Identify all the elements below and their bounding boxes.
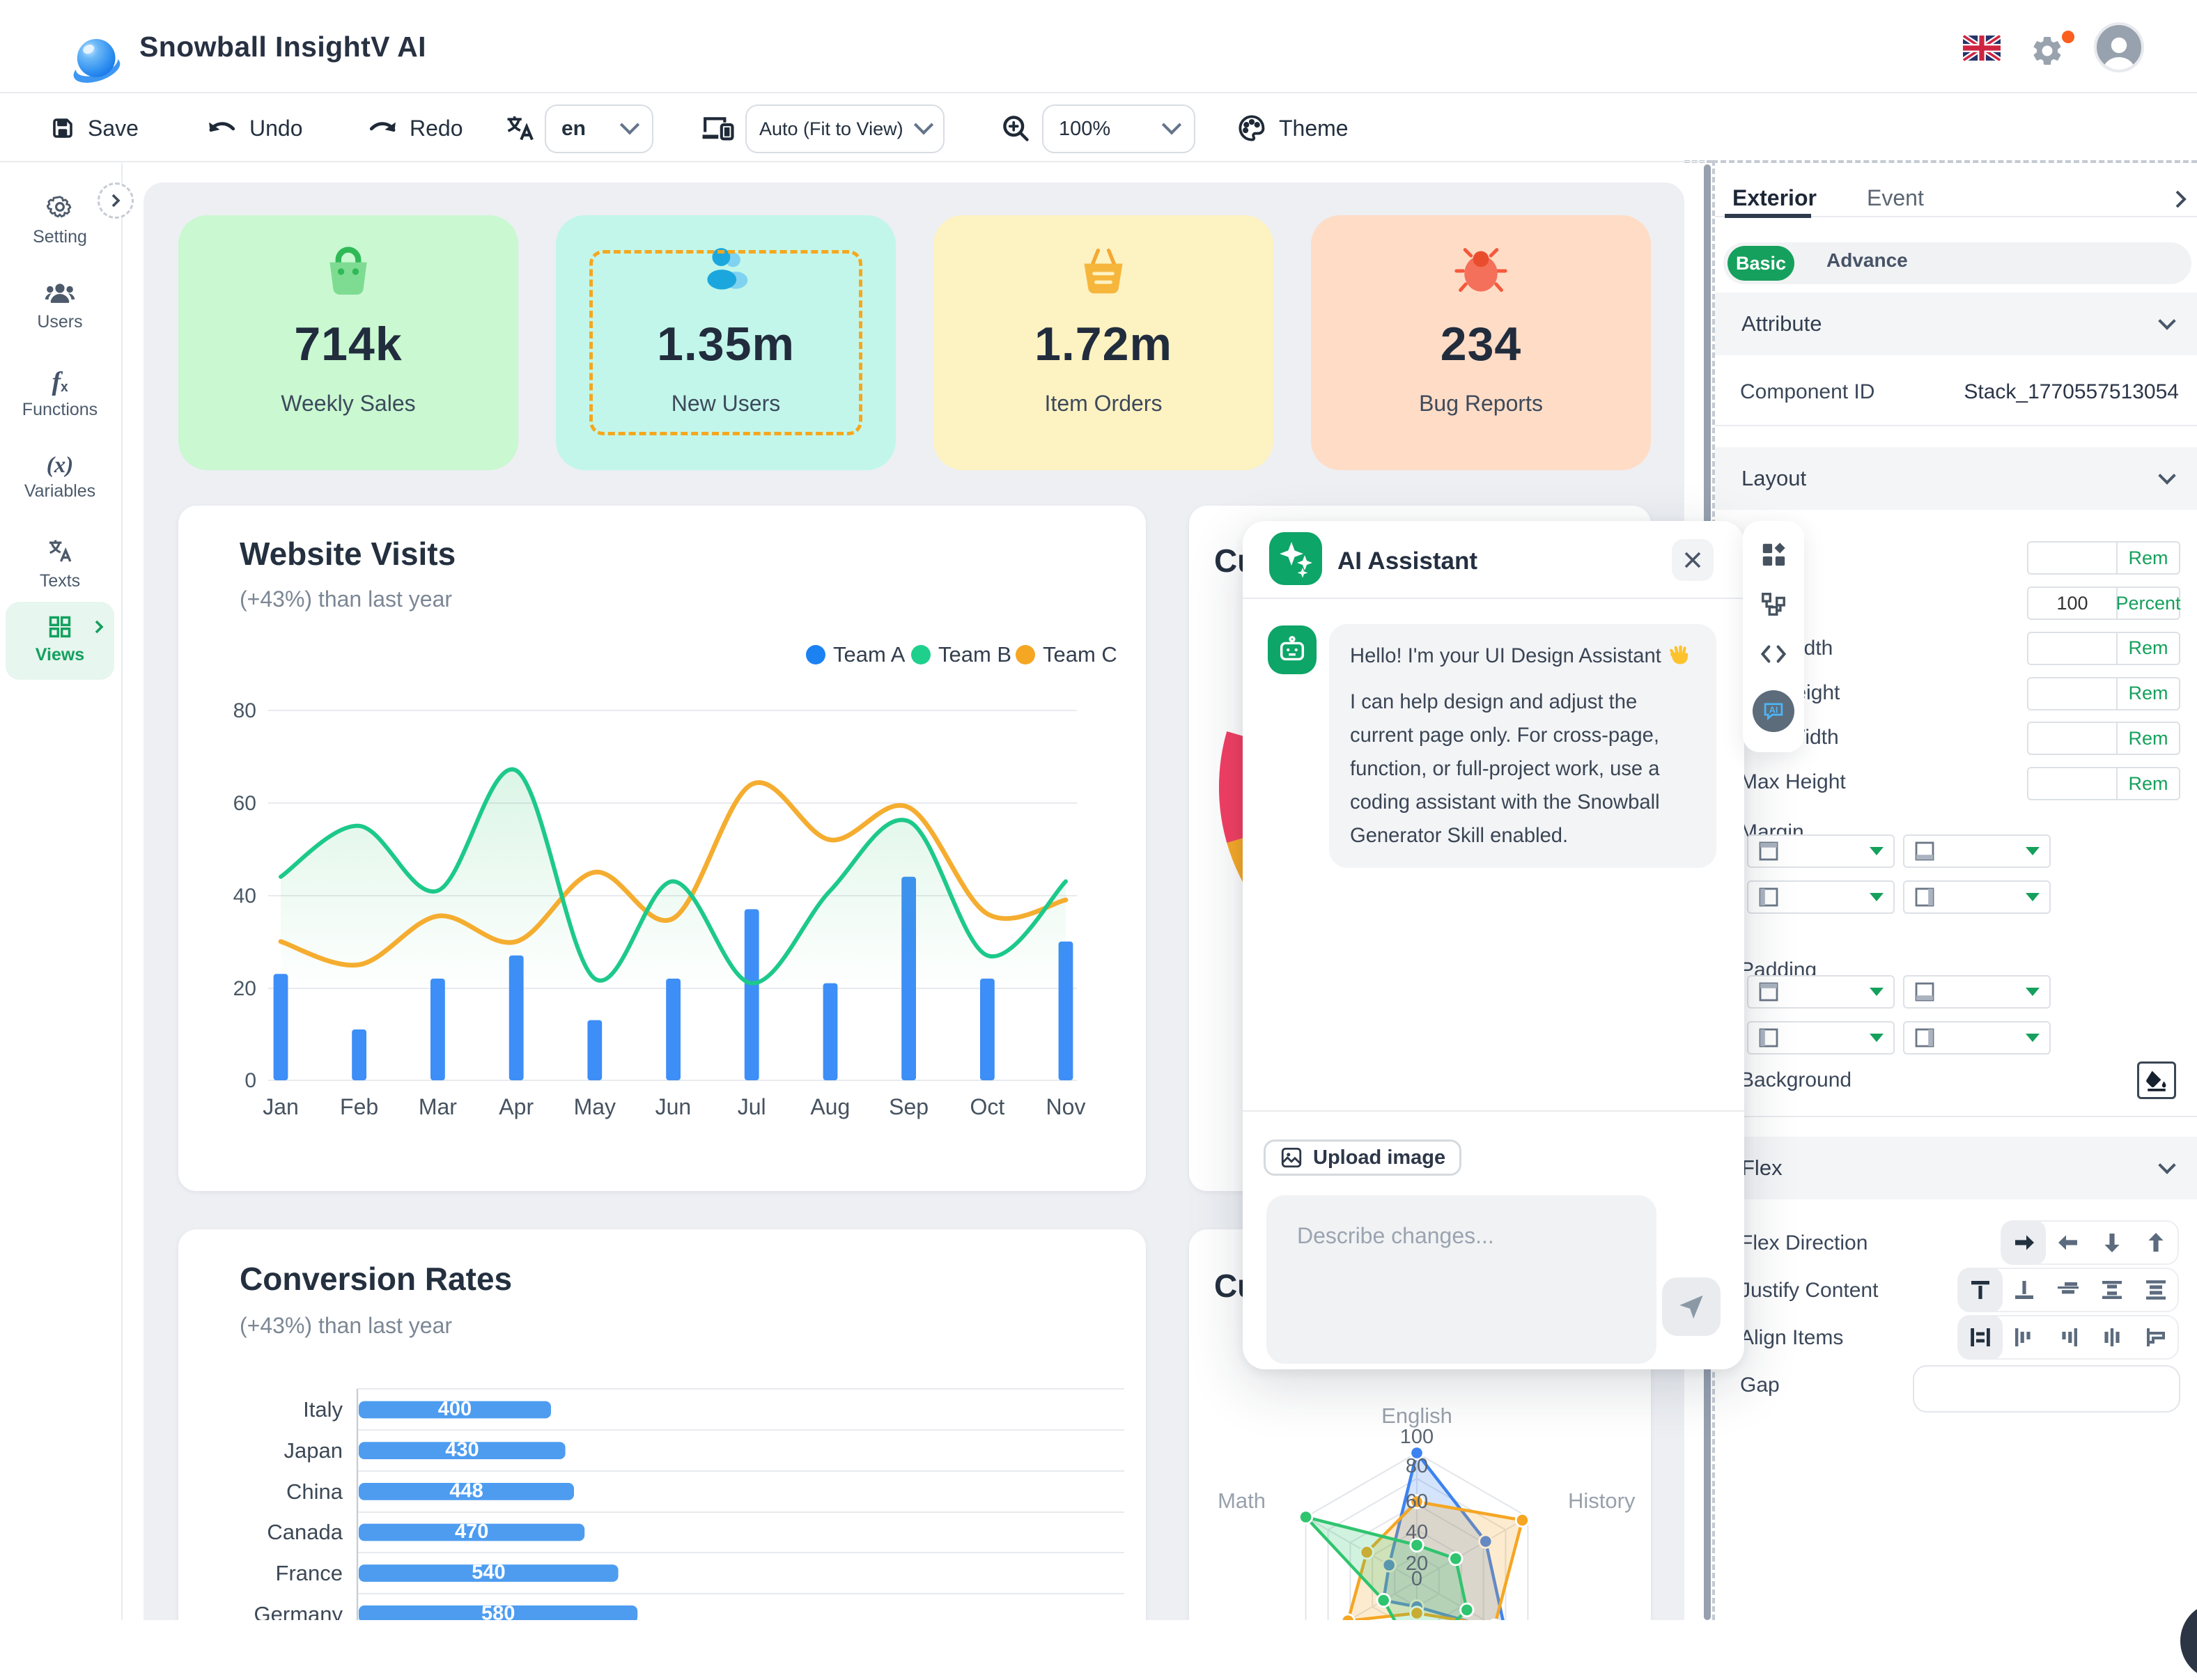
svg-text:580: 580 bbox=[481, 1602, 515, 1620]
svg-text:English: English bbox=[1381, 1403, 1452, 1428]
svg-text:Jul: Jul bbox=[738, 1094, 766, 1119]
svg-text:Team A: Team A bbox=[833, 642, 906, 667]
svg-text:Jan: Jan bbox=[263, 1094, 299, 1119]
svg-text:Aug: Aug bbox=[810, 1094, 850, 1119]
svg-text:60: 60 bbox=[1406, 1491, 1428, 1513]
svg-text:History: History bbox=[1568, 1488, 1636, 1513]
svg-text:May: May bbox=[574, 1094, 616, 1119]
svg-text:Apr: Apr bbox=[499, 1094, 534, 1119]
svg-text:China: China bbox=[286, 1479, 343, 1504]
svg-text:Mar: Mar bbox=[419, 1094, 457, 1119]
svg-text:470: 470 bbox=[455, 1520, 488, 1543]
svg-text:80: 80 bbox=[233, 699, 256, 722]
svg-text:448: 448 bbox=[449, 1479, 483, 1502]
svg-text:Japan: Japan bbox=[284, 1438, 343, 1463]
svg-text:Germany: Germany bbox=[254, 1602, 343, 1620]
svg-text:Team B: Team B bbox=[938, 642, 1011, 667]
svg-text:20: 20 bbox=[1406, 1553, 1428, 1575]
svg-text:Oct: Oct bbox=[970, 1094, 1005, 1119]
svg-text:20: 20 bbox=[233, 977, 256, 1000]
svg-text:540: 540 bbox=[472, 1562, 505, 1584]
svg-text:40: 40 bbox=[233, 885, 256, 908]
svg-text:60: 60 bbox=[233, 792, 256, 815]
svg-text:Jun: Jun bbox=[655, 1094, 692, 1119]
svg-text:Nov: Nov bbox=[1046, 1094, 1086, 1119]
svg-text:400: 400 bbox=[438, 1398, 472, 1420]
svg-text:Sep: Sep bbox=[889, 1094, 929, 1119]
svg-text:40: 40 bbox=[1406, 1521, 1428, 1543]
svg-text:100: 100 bbox=[1400, 1426, 1434, 1448]
svg-text:Team C: Team C bbox=[1043, 642, 1117, 667]
svg-text:AI: AI bbox=[1769, 705, 1778, 715]
svg-text:France: France bbox=[276, 1561, 343, 1585]
svg-text:Feb: Feb bbox=[340, 1094, 378, 1119]
svg-text:Canada: Canada bbox=[267, 1520, 343, 1544]
svg-text:430: 430 bbox=[445, 1439, 479, 1461]
svg-text:0: 0 bbox=[244, 1069, 256, 1092]
svg-text:0: 0 bbox=[1411, 1568, 1422, 1590]
svg-text:Math: Math bbox=[1218, 1488, 1266, 1513]
svg-text:80: 80 bbox=[1406, 1455, 1428, 1477]
svg-text:Italy: Italy bbox=[303, 1397, 343, 1422]
